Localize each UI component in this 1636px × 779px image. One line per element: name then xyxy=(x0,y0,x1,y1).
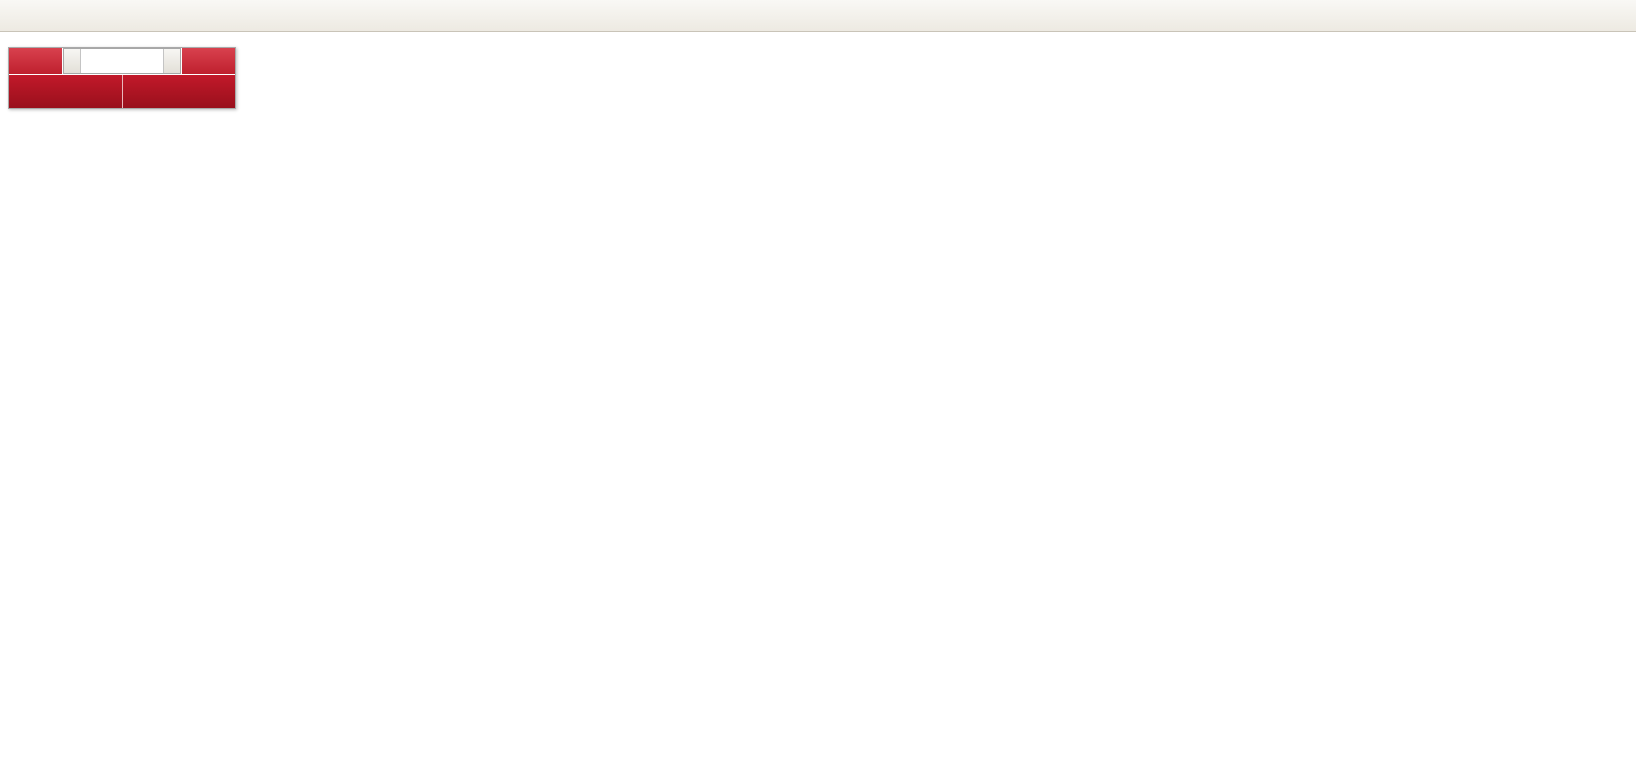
volume-stepper xyxy=(63,48,181,74)
sell-price[interactable] xyxy=(9,75,123,108)
one-click-trading-panel xyxy=(8,47,236,109)
volume-value[interactable] xyxy=(81,49,163,73)
sell-button[interactable] xyxy=(9,48,62,74)
buy-button[interactable] xyxy=(182,48,235,74)
buy-price[interactable] xyxy=(122,75,235,108)
toolbar xyxy=(0,0,1636,32)
volume-up-button[interactable] xyxy=(163,49,180,73)
volume-down-button[interactable] xyxy=(64,49,81,73)
